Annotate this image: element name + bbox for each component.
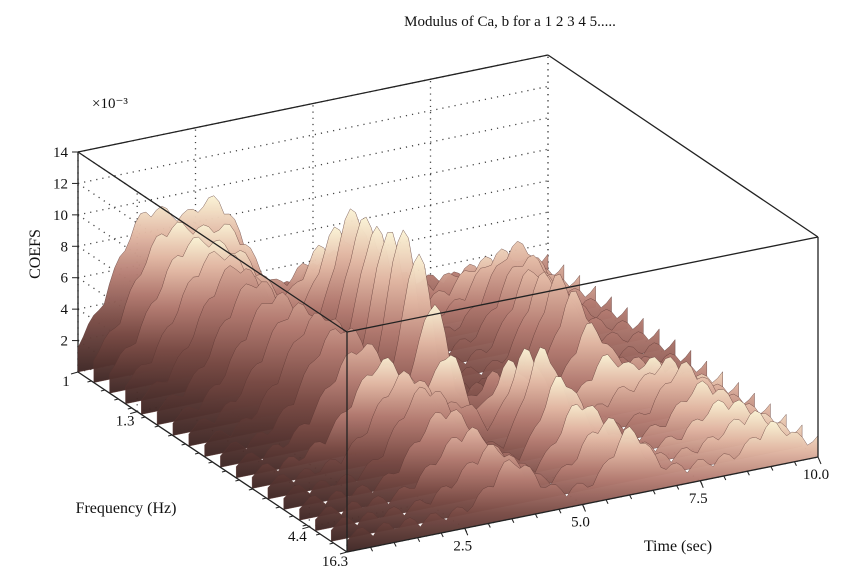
back-wall-grid-line (77, 117, 549, 216)
x-minor-tick (582, 504, 585, 509)
y-minor-tick (168, 434, 173, 437)
y-minor-tick (262, 497, 267, 500)
top-front-edge (346, 236, 819, 333)
y-minor-tick (100, 389, 106, 392)
x-minor-tick (534, 513, 538, 519)
back-wall-grid-line (77, 85, 549, 185)
y-tick-mark (130, 411, 138, 415)
x-minor-tick (417, 537, 421, 542)
top-back-edge (77, 54, 549, 153)
y-minor-tick (208, 461, 213, 464)
z-tick-label: 12 (53, 176, 68, 192)
y-minor-tick (154, 425, 159, 428)
y-tick-mark (70, 371, 79, 375)
x-minor-tick (393, 542, 397, 547)
y-minor-tick (248, 488, 253, 491)
x-minor-tick (558, 509, 562, 514)
y-tick-mark (302, 526, 310, 530)
x-minor-tick (652, 490, 656, 495)
y-tick-label: 4.4 (288, 529, 307, 545)
z-tick-label: 6 (61, 271, 69, 287)
y-tick-label: 16.3 (322, 554, 348, 570)
chart-title: Modulus of Ca, b for a 1 2 3 4 5..... (404, 14, 616, 30)
y-axis-label: Frequency (Hz) (76, 500, 177, 517)
z-axis-label: COEFS (27, 229, 44, 279)
y-minor-tick (235, 479, 240, 482)
surface-ribbon (315, 399, 787, 532)
y-minor-tick (181, 443, 186, 446)
z-tick-label: 8 (61, 239, 69, 255)
y-minor-tick (275, 506, 280, 509)
x-minor-tick (464, 528, 468, 533)
y-minor-tick (127, 407, 132, 410)
surface (77, 195, 819, 553)
y-tick-label: 1.3 (116, 414, 135, 430)
x-axis-label: Time (sec) (644, 538, 712, 555)
z-tick-label: 10 (53, 208, 68, 224)
z-tick-label: 4 (61, 302, 69, 318)
y-minor-tick (114, 398, 119, 401)
x-minor-tick (723, 475, 727, 481)
x-tick-mark (817, 456, 822, 465)
x-minor-tick (794, 461, 797, 466)
x-tick-label: 2.5 (453, 538, 472, 554)
top-left-edge (77, 151, 348, 333)
x-minor-tick (770, 466, 774, 471)
x-tick-label: 5.0 (571, 515, 590, 531)
y-tick-mark (339, 551, 348, 555)
x-minor-tick (746, 471, 750, 476)
y-minor-tick (329, 542, 334, 545)
y-minor-tick (315, 533, 321, 536)
y-minor-tick (141, 416, 146, 419)
x-minor-tick (511, 518, 515, 523)
y-minor-tick (194, 452, 200, 455)
x-minor-tick (440, 532, 444, 538)
axis-ticks: 2 4 6 8 10 12 14 2.5 5.0 7.5 10.0 1 1.3 4.4 16.3 (53, 145, 829, 570)
y-tick-label: 1 (62, 374, 70, 390)
surface-ribbon (346, 420, 819, 553)
x-minor-tick (629, 494, 633, 500)
x-tick-label: 10.0 (803, 467, 829, 483)
x-minor-tick (370, 547, 373, 552)
y-minor-tick (302, 524, 307, 527)
y-minor-tick (289, 515, 294, 518)
surface-ribbon (331, 410, 803, 542)
x-minor-tick (487, 523, 491, 528)
x-minor-tick (699, 480, 703, 485)
z-tick-label: 2 (61, 334, 69, 350)
x-tick-label: 7.5 (689, 491, 708, 507)
z-tick-label: 14 (53, 145, 69, 161)
z-exponent-label: ×10⁻³ (92, 96, 128, 112)
x-minor-tick (605, 499, 609, 504)
y-minor-tick (221, 470, 227, 473)
y-minor-tick (87, 380, 92, 383)
x-minor-tick (676, 485, 680, 490)
top-right-edge (547, 54, 819, 238)
